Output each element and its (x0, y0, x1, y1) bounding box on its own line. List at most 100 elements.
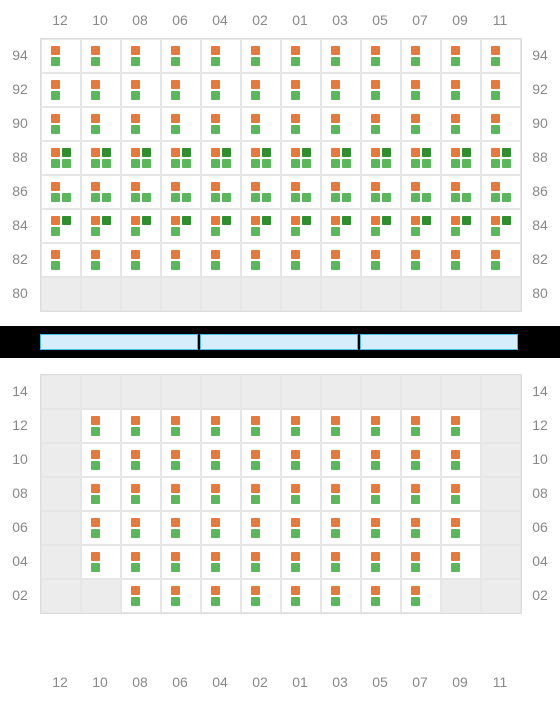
seat-cell[interactable] (441, 107, 481, 141)
seat-cell[interactable] (401, 141, 441, 175)
seat-cell[interactable] (361, 477, 401, 511)
seat-cell[interactable] (401, 579, 441, 613)
seat-cell[interactable] (81, 175, 121, 209)
seat-cell[interactable] (441, 209, 481, 243)
seat-cell[interactable] (41, 73, 81, 107)
seat-cell[interactable] (481, 209, 521, 243)
seat-cell[interactable] (241, 477, 281, 511)
seat-cell[interactable] (361, 39, 401, 73)
seat-cell[interactable] (441, 409, 481, 443)
seat-cell[interactable] (281, 443, 321, 477)
seat-cell[interactable] (121, 443, 161, 477)
seat-cell[interactable] (41, 107, 81, 141)
seat-cell[interactable] (241, 243, 281, 277)
seat-cell[interactable] (41, 209, 81, 243)
seat-cell[interactable] (201, 73, 241, 107)
seat-cell[interactable] (81, 443, 121, 477)
seat-cell[interactable] (161, 209, 201, 243)
seat-cell[interactable] (121, 209, 161, 243)
seat-cell[interactable] (201, 175, 241, 209)
seat-cell[interactable] (201, 409, 241, 443)
seat-cell[interactable] (281, 477, 321, 511)
seat-cell[interactable] (241, 141, 281, 175)
seat-cell[interactable] (361, 545, 401, 579)
seat-cell[interactable] (161, 107, 201, 141)
seat-cell[interactable] (361, 141, 401, 175)
seat-cell[interactable] (441, 73, 481, 107)
seat-cell[interactable] (201, 511, 241, 545)
seat-cell[interactable] (321, 579, 361, 613)
seat-cell[interactable] (121, 141, 161, 175)
seat-cell[interactable] (321, 39, 361, 73)
seat-cell[interactable] (81, 209, 121, 243)
seat-cell[interactable] (281, 511, 321, 545)
seat-cell[interactable] (401, 209, 441, 243)
seat-cell[interactable] (441, 511, 481, 545)
seat-cell[interactable] (361, 409, 401, 443)
seat-cell[interactable] (121, 175, 161, 209)
seat-cell[interactable] (81, 511, 121, 545)
seat-cell[interactable] (161, 243, 201, 277)
seat-cell[interactable] (41, 243, 81, 277)
seat-cell[interactable] (281, 175, 321, 209)
seat-cell[interactable] (321, 443, 361, 477)
seat-cell[interactable] (121, 107, 161, 141)
seat-cell[interactable] (321, 545, 361, 579)
seat-cell[interactable] (201, 477, 241, 511)
seat-cell[interactable] (401, 477, 441, 511)
seat-cell[interactable] (241, 511, 281, 545)
seat-cell[interactable] (201, 545, 241, 579)
seat-cell[interactable] (201, 443, 241, 477)
seat-cell[interactable] (201, 579, 241, 613)
seat-cell[interactable] (161, 511, 201, 545)
seat-cell[interactable] (121, 409, 161, 443)
seat-cell[interactable] (361, 443, 401, 477)
seat-cell[interactable] (321, 209, 361, 243)
seat-cell[interactable] (281, 545, 321, 579)
seat-cell[interactable] (81, 409, 121, 443)
seat-cell[interactable] (81, 243, 121, 277)
seat-cell[interactable] (401, 409, 441, 443)
seat-cell[interactable] (281, 409, 321, 443)
seat-cell[interactable] (321, 107, 361, 141)
seat-cell[interactable] (241, 409, 281, 443)
seat-cell[interactable] (481, 107, 521, 141)
seat-cell[interactable] (201, 39, 241, 73)
seat-cell[interactable] (361, 107, 401, 141)
seat-cell[interactable] (481, 243, 521, 277)
seat-cell[interactable] (121, 39, 161, 73)
seat-cell[interactable] (161, 545, 201, 579)
seat-cell[interactable] (81, 73, 121, 107)
seat-cell[interactable] (361, 243, 401, 277)
seat-cell[interactable] (81, 477, 121, 511)
seat-cell[interactable] (481, 73, 521, 107)
seat-cell[interactable] (281, 39, 321, 73)
seat-cell[interactable] (161, 175, 201, 209)
seat-cell[interactable] (401, 107, 441, 141)
seat-cell[interactable] (121, 73, 161, 107)
seat-cell[interactable] (441, 545, 481, 579)
seat-cell[interactable] (321, 477, 361, 511)
seat-cell[interactable] (321, 511, 361, 545)
seat-cell[interactable] (401, 545, 441, 579)
seat-cell[interactable] (401, 175, 441, 209)
seat-cell[interactable] (161, 73, 201, 107)
seat-cell[interactable] (41, 175, 81, 209)
seat-cell[interactable] (241, 39, 281, 73)
seat-cell[interactable] (201, 107, 241, 141)
seat-cell[interactable] (441, 477, 481, 511)
seat-cell[interactable] (161, 443, 201, 477)
seat-cell[interactable] (441, 443, 481, 477)
seat-cell[interactable] (401, 39, 441, 73)
seat-cell[interactable] (241, 73, 281, 107)
seat-cell[interactable] (161, 141, 201, 175)
seat-cell[interactable] (201, 243, 241, 277)
seat-cell[interactable] (321, 243, 361, 277)
seat-cell[interactable] (161, 39, 201, 73)
seat-cell[interactable] (321, 73, 361, 107)
seat-cell[interactable] (241, 579, 281, 613)
seat-cell[interactable] (121, 545, 161, 579)
seat-cell[interactable] (161, 409, 201, 443)
seat-cell[interactable] (241, 443, 281, 477)
seat-cell[interactable] (281, 243, 321, 277)
